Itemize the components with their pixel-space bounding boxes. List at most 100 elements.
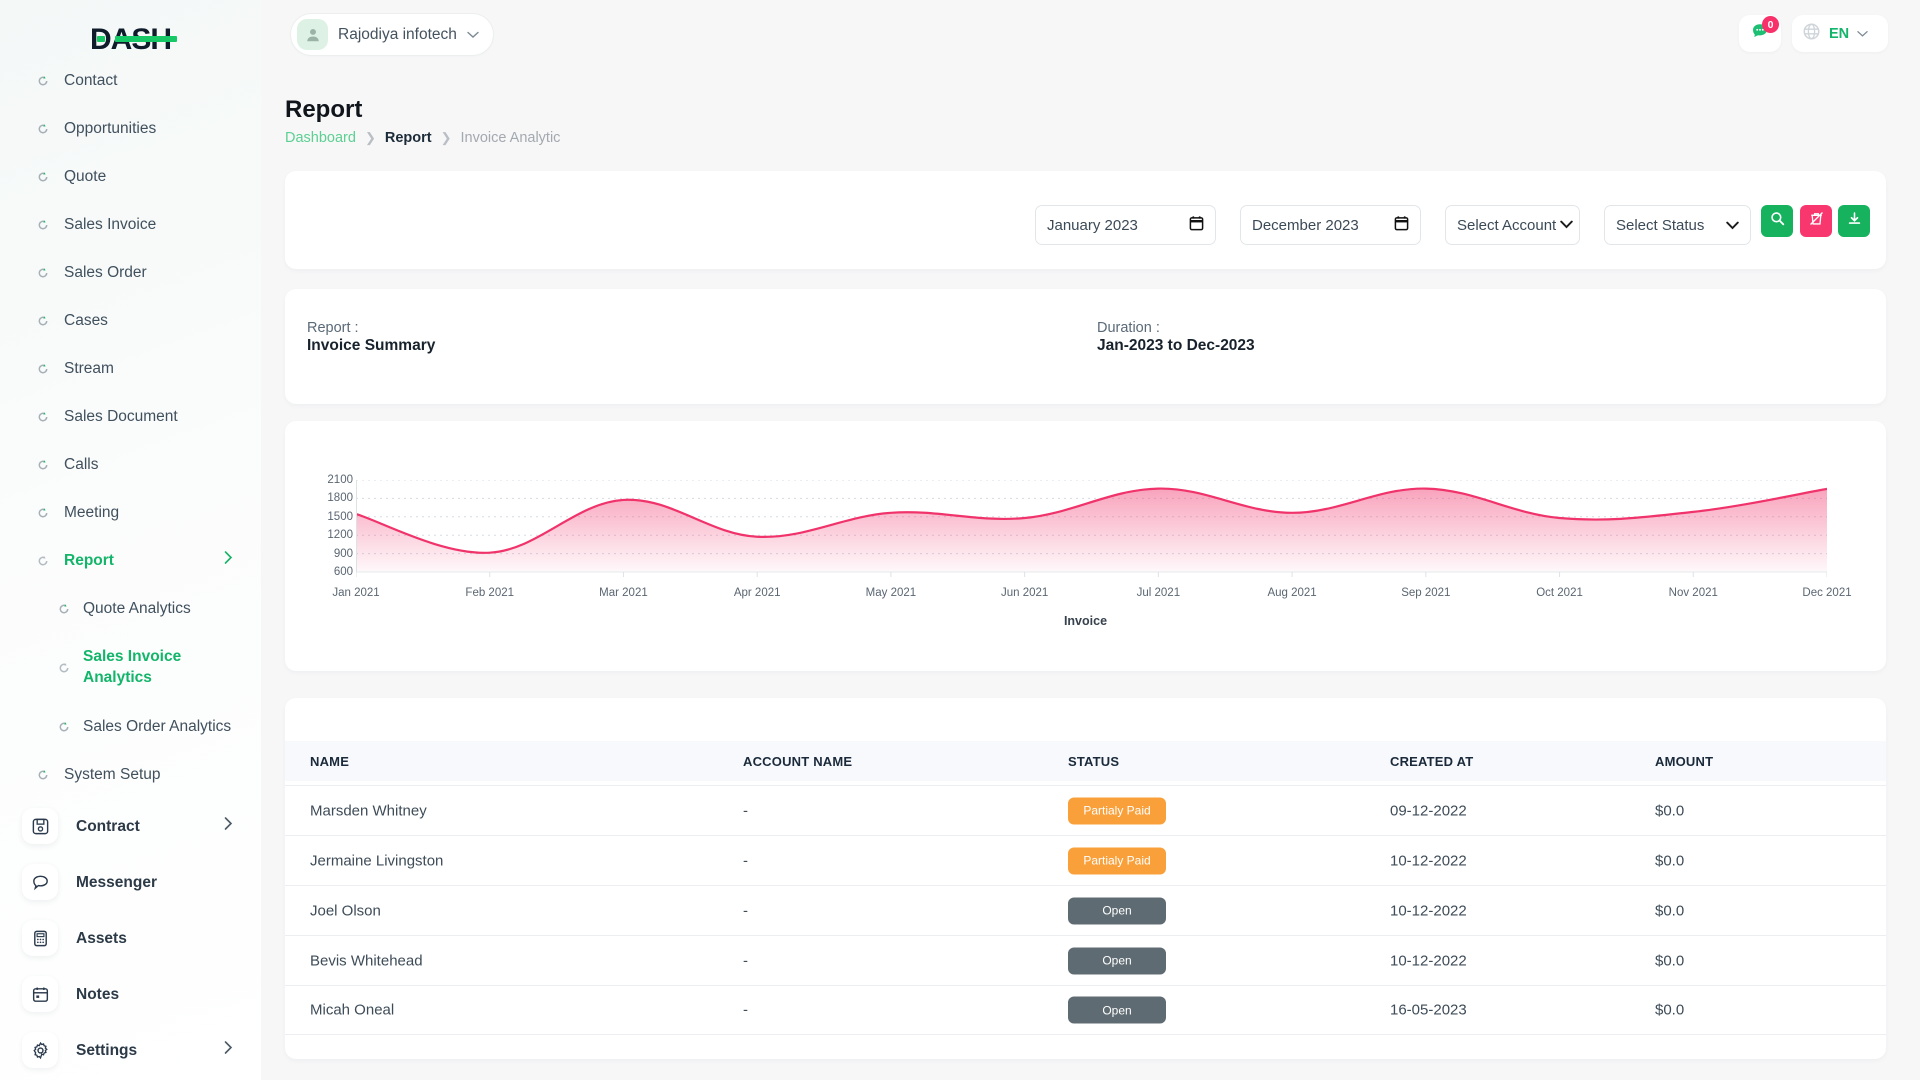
table-row[interactable]: Bevis Whitehead - Open 10-12-2022 $0.0 [285,935,1886,985]
save-disk-icon [22,808,58,844]
calendar-icon[interactable] [1189,215,1204,235]
circle-arrow-icon [58,661,70,673]
sidebar-item-label: Sales Document [64,407,178,425]
filter-bar: January 2023 December 2023 Select Accoun… [285,171,1886,269]
sidebar-item-contact[interactable]: Contact [0,72,261,104]
search-icon [1770,211,1785,231]
circle-arrow-icon [37,768,49,780]
cell-amount: $0.0 [1655,1001,1685,1019]
company-switcher[interactable]: Rajodiya infotech [290,13,494,56]
chart-x-tick-label: Apr 2021 [733,587,781,599]
month-to-input[interactable]: December 2023 [1240,205,1421,245]
status-select[interactable]: Select Status [1604,205,1751,245]
sidebar-item-system-setup[interactable]: System Setup [0,750,261,798]
cell-name: Marsden Whitney [310,802,427,819]
language-selector[interactable]: EN [1792,15,1888,52]
column-header-amount: AMOUNT [1655,753,1714,769]
app-logo[interactable]: DASH [0,18,261,62]
invoice-chart-card: 600 900 1200 1500 1800 2100 Jan 2021 Feb 2021 M… [285,421,1886,671]
table-row[interactable]: Micah Oneal - Open 16-05-2023 $0.0 [285,985,1886,1035]
sidebar-item-label: Quote [64,167,107,185]
sidebar-item-sales-document[interactable]: Sales Document [0,392,261,440]
sidebar-item-quote[interactable]: Quote [0,152,261,200]
circle-arrow-icon [37,458,49,470]
calendar-icon[interactable] [1394,215,1409,235]
account-select[interactable]: Select Account [1445,205,1580,245]
chart-x-tick-label: Feb 2021 [465,587,515,599]
circle-arrow-icon [37,170,49,182]
messages-button[interactable]: 0 [1739,15,1781,52]
chevron-down-icon [1560,216,1573,233]
chevron-right-icon [224,551,233,570]
circle-arrow-icon [58,602,70,614]
invoice-table-card: NAME ACCOUNT NAME STATUS CREATED AT AMOU… [285,698,1886,1059]
sidebar-item-opportunities[interactable]: Opportunities [0,104,261,152]
table-row[interactable]: Jermaine Livingston - Partialy Paid 10-1… [285,835,1886,885]
sidebar-nav[interactable]: Contact Opportunities Quote Sales Invoic… [0,72,261,1080]
table-row[interactable]: Joel Olson - Open 10-12-2022 $0.0 [285,885,1886,935]
circle-arrow-icon [37,554,49,566]
month-to-value: December 2023 [1252,216,1359,234]
globe-icon [1802,22,1821,46]
sidebar-item-sales-invoice-analytics[interactable]: Sales Invoice Analytics [0,632,261,702]
chevron-right-icon [224,1041,233,1060]
sidebar-item-label: Quote Analytics [83,599,191,617]
sidebar-item-sales-order-analytics[interactable]: Sales Order Analytics [0,702,261,750]
status-badge: Partialy Paid [1068,797,1166,824]
cell-amount: $0.0 [1655,952,1685,969]
circle-arrow-icon [37,266,49,278]
chart-y-tick-label: 1200 [327,529,353,542]
cell-created-at: 10-12-2022 [1390,902,1467,919]
search-button[interactable] [1761,205,1793,237]
chart-x-tick-label: Nov 2021 [1668,587,1718,599]
breadcrumb-dashboard[interactable]: Dashboard [285,130,356,146]
duration-value: Jan-2023 to Dec-2023 [1097,337,1255,354]
download-icon [1847,211,1862,231]
sidebar-item-label: Contact [64,72,118,89]
sidebar-item-quote-analytics[interactable]: Quote Analytics [0,584,261,632]
sidebar-item-label: Notes [76,985,120,1003]
table-row[interactable]: Marsden Whitney - Partialy Paid 09-12-20… [285,785,1886,835]
sidebar-item-stream[interactable]: Stream [0,344,261,392]
language-code: EN [1829,25,1850,42]
sidebar-item-cases[interactable]: Cases [0,296,261,344]
sidebar-item-notes[interactable]: Notes [0,966,261,1022]
month-from-input[interactable]: January 2023 [1035,205,1216,245]
chevron-down-icon [1857,25,1868,43]
cell-account-name: - [743,802,748,819]
reset-button[interactable] [1800,205,1832,237]
breadcrumb-separator-icon: ❯ [440,130,452,145]
status-select-value: Select Status [1616,216,1705,234]
cell-account-name: - [743,952,748,969]
cell-account-name: - [743,852,748,869]
chart-y-tick-label: 1500 [327,510,353,523]
sidebar-item-sales-invoice[interactable]: Sales Invoice [0,200,261,248]
sidebar-item-contract[interactable]: Contract [0,798,261,854]
account-select-value: Select Account [1457,216,1557,234]
report-value: Invoice Summary [307,337,436,354]
sidebar-item-meeting[interactable]: Meeting [0,488,261,536]
cell-name: Micah Oneal [310,1001,395,1019]
sidebar-item-sales-order[interactable]: Sales Order [0,248,261,296]
breadcrumb-report[interactable]: Report [384,130,432,146]
sidebar-item-label: Meeting [64,503,120,521]
sidebar-item-label: Settings [76,1041,138,1059]
sidebar-item-calls[interactable]: Calls [0,440,261,488]
sidebar-item-label: Messenger [76,873,157,891]
duration-label: Duration : [1097,320,1160,336]
cell-created-at: 16-05-2023 [1390,1001,1467,1019]
status-badge: Partialy Paid [1068,847,1166,874]
sidebar-item-settings[interactable]: Settings [0,1022,261,1078]
sidebar-item-assets[interactable]: Assets [0,910,261,966]
chart-y-tick-label: 900 [333,547,353,560]
sidebar-item-messenger[interactable]: Messenger [0,854,261,910]
sidebar-item-label: Sales Invoice [64,215,157,233]
main-area: Rajodiya infotech 0 EN Report Dashboard … [261,0,1920,1080]
cell-account-name: - [743,1001,748,1019]
chevron-down-icon [467,26,479,44]
chart-x-axis: Jan 2021 Feb 2021 Mar 2021 Apr 2021 May 2021… [332,587,1851,603]
cell-amount: $0.0 [1655,902,1685,919]
report-summary: Report : Invoice Summary Duration : Jan-… [285,289,1886,404]
sidebar-item-report[interactable]: Report [0,536,261,584]
download-button[interactable] [1838,205,1870,237]
